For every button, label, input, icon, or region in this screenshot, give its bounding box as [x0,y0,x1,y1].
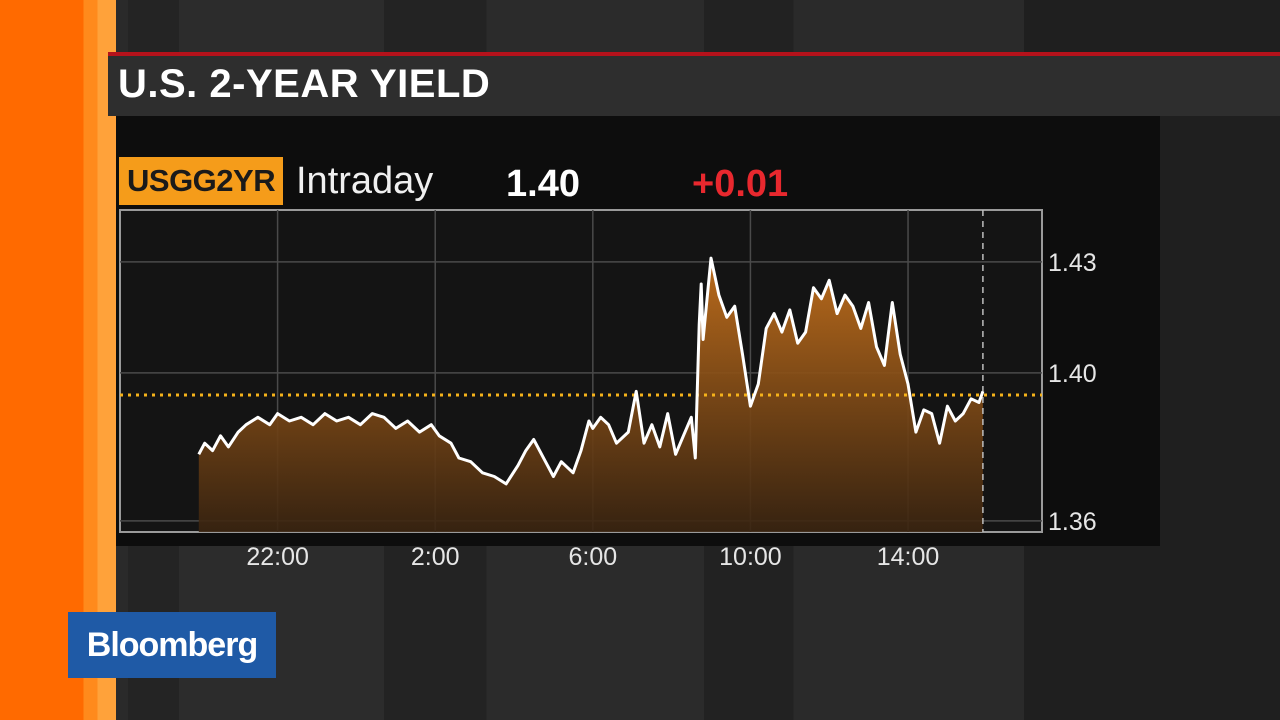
ticker-badge: USGG2YR [119,157,284,205]
period-label: Intraday [296,160,434,202]
yield-area [198,258,983,532]
brand-side-bar [0,0,116,720]
yield-line [197,256,985,486]
y-tick-label: 1.36 [1048,508,1097,536]
x-axis-ticks: 22:00 2:00 6:00 10:00 14:00 [246,543,939,571]
x-tick-label: 6:00 [568,543,617,571]
chart-title: U.S. 2-YEAR YIELD [118,62,491,106]
last-value: 1.40 [506,163,580,205]
x-tick-label: 10:00 [719,543,782,571]
change-value: +0.01 [692,163,789,205]
y-tick-label: 1.40 [1048,360,1097,388]
x-tick-label: 22:00 [246,543,309,571]
x-tick-label: 2:00 [411,543,460,571]
title-bar [108,56,1280,116]
bloomberg-logo: Bloomberg [68,612,276,678]
y-axis-ticks: 1.43 1.40 1.36 [1048,249,1097,536]
title-accent-line [108,52,1280,56]
y-tick-label: 1.43 [1048,249,1097,277]
x-tick-label: 14:00 [877,543,940,571]
